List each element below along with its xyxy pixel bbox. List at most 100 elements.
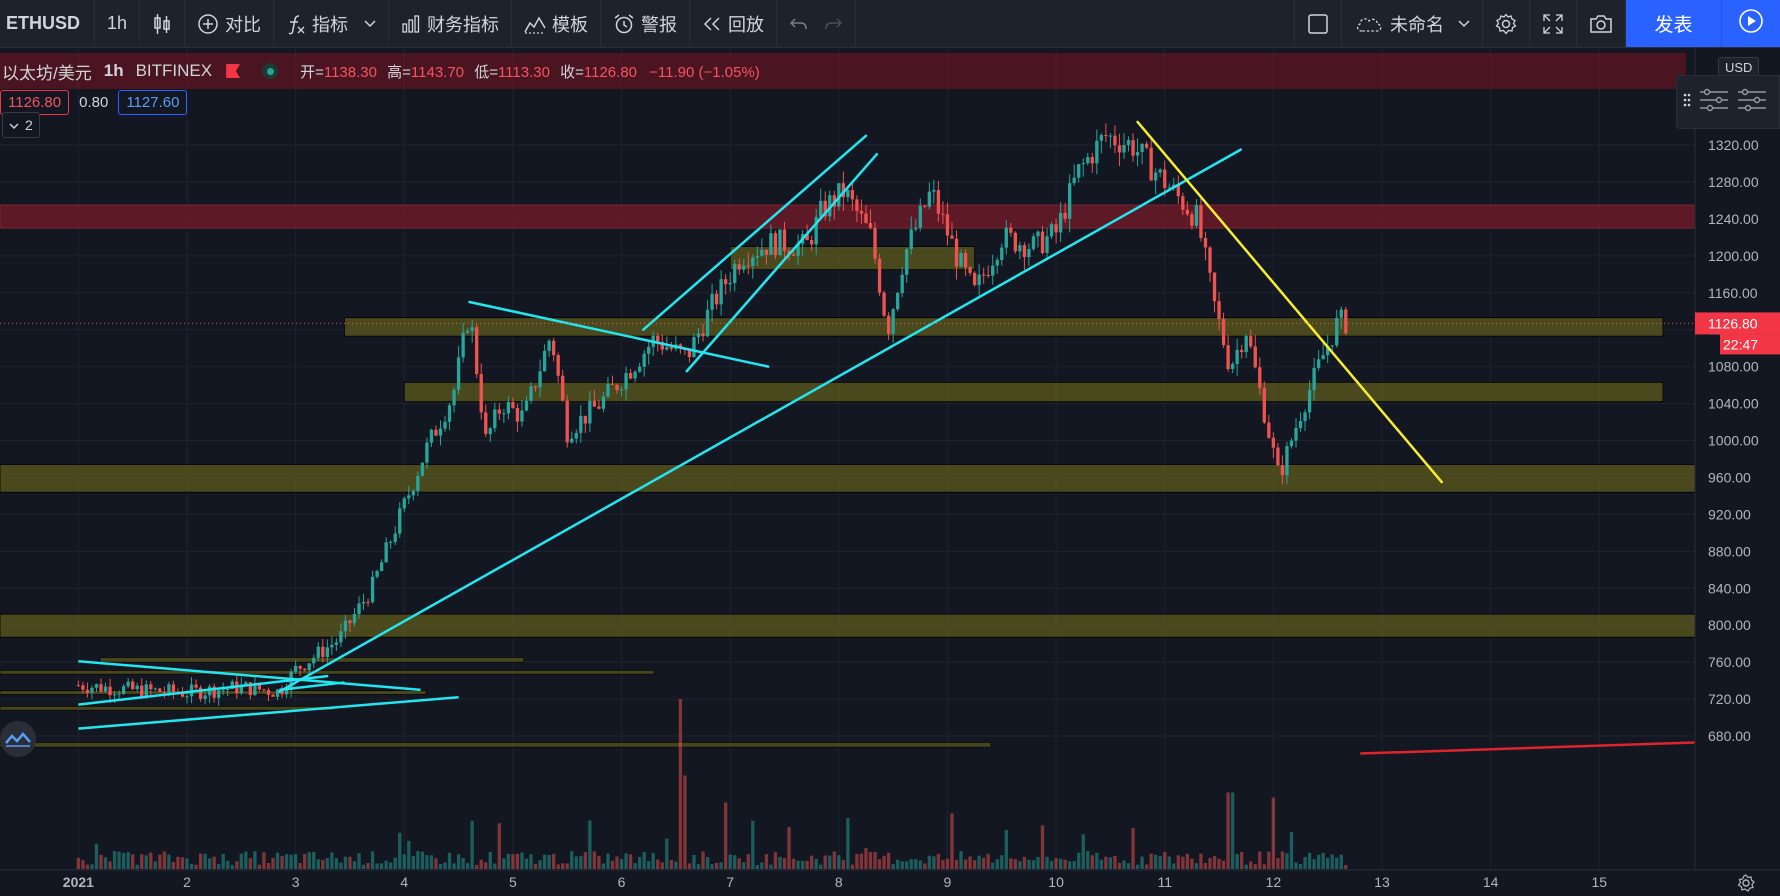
candle-body	[85, 689, 90, 693]
volume-bar	[1172, 863, 1176, 869]
candle-body	[1230, 364, 1235, 370]
alert-button[interactable]: 警报	[601, 0, 691, 47]
candle-body	[1303, 412, 1307, 422]
publish-button[interactable]: 发表	[1626, 0, 1721, 47]
volume-bar	[615, 856, 619, 869]
fullscreen-button[interactable]	[1530, 0, 1577, 47]
candle-body	[393, 533, 397, 542]
chevron-down-icon[interactable]	[364, 19, 376, 28]
volume-bar	[828, 855, 832, 869]
candle-body	[886, 315, 891, 334]
symbol-search-button[interactable]: ETHUSD	[0, 0, 96, 47]
volume-bar	[1185, 853, 1190, 869]
candle-body	[402, 498, 406, 509]
volume-bar	[1040, 825, 1045, 869]
volume-bar	[850, 864, 855, 869]
trendline-cyan[interactable]	[279, 681, 345, 692]
volume-bar	[687, 863, 692, 869]
financials-button[interactable]: 财务指标	[389, 0, 513, 47]
volume-bar	[977, 855, 981, 869]
trendline-cyan[interactable]	[685, 152, 879, 373]
currency-button[interactable]: USD	[1718, 57, 1760, 78]
candle-body	[1194, 205, 1199, 226]
volume-bar	[1144, 864, 1149, 869]
legend-symbol-name[interactable]: 以太坊/美元	[2, 63, 92, 83]
settings-button[interactable]	[1483, 0, 1530, 47]
compare-button[interactable]: 对比	[185, 0, 275, 47]
sliders-icon[interactable]	[1699, 87, 1729, 118]
price-chart[interactable]: 680.00720.00760.00800.00840.00880.00920.…	[0, 48, 1780, 896]
volume-bar	[303, 853, 307, 869]
flag-icon[interactable]	[226, 64, 241, 78]
trendline-cyan[interactable]	[468, 300, 770, 368]
trendline-cyan[interactable]	[78, 659, 421, 692]
volume-bar	[637, 856, 642, 869]
volume-bar	[1045, 856, 1049, 869]
collapse-indicators-button[interactable]: 2	[2, 112, 40, 138]
low-label: 低=	[474, 63, 498, 81]
zone-supply	[403, 381, 1664, 403]
volume-bar	[678, 699, 683, 869]
time-tick-label: 8	[835, 874, 843, 890]
volume-bar	[1280, 851, 1285, 869]
redo-icon[interactable]	[823, 16, 843, 32]
candle-body	[434, 429, 438, 436]
templates-button[interactable]: 模板	[512, 0, 602, 47]
gear-icon	[1495, 12, 1517, 35]
volume-bar	[131, 854, 135, 869]
trendline-red[interactable]	[1360, 741, 1696, 755]
candle-body	[167, 684, 171, 693]
volume-bar	[420, 851, 425, 869]
volume-bar	[1316, 854, 1321, 869]
candle-body	[121, 686, 126, 694]
price-tick-label: 800.00	[1708, 617, 1751, 633]
candle-body	[551, 340, 556, 356]
interval-button[interactable]: 1h	[95, 0, 141, 47]
volume-bar	[950, 813, 954, 869]
tradingview-logo-icon[interactable]	[0, 721, 36, 757]
indicators-button[interactable]: 指标	[274, 0, 390, 47]
volume-bar	[1240, 852, 1244, 869]
volume-bar	[470, 820, 474, 869]
candle-body	[1235, 349, 1239, 365]
gear-icon-core	[1742, 879, 1750, 887]
candle-body	[900, 274, 904, 293]
candle-body	[850, 190, 855, 200]
volume-bar	[1208, 858, 1212, 869]
volume-bar	[1190, 858, 1194, 869]
trendline-cyan[interactable]	[78, 695, 459, 730]
volume-bar	[293, 854, 298, 869]
price-tick-label: 1000.00	[1708, 433, 1759, 449]
drag-handle-icon[interactable]	[1683, 92, 1691, 113]
replay-button[interactable]: 回放	[690, 0, 778, 47]
candle-body	[624, 373, 628, 390]
trendline-cyan[interactable]	[642, 134, 868, 331]
candle-body	[547, 340, 551, 351]
volume-bar	[194, 864, 198, 869]
layout-name-button[interactable]: 未命名	[1342, 0, 1483, 47]
snapshot-button[interactable]	[1577, 0, 1626, 47]
spread-value: 0.80	[79, 94, 109, 111]
layout-toggle-button[interactable]	[1294, 0, 1342, 47]
volume-bar	[465, 863, 470, 869]
candle-body	[1181, 196, 1185, 210]
trendline-cyan[interactable]	[78, 674, 329, 706]
volume-bar	[112, 851, 117, 869]
volume-bar	[710, 864, 714, 869]
candle-body	[606, 383, 610, 397]
trendline-cyan[interactable]	[278, 148, 1243, 693]
undo-icon[interactable]	[789, 16, 809, 32]
sliders-icon[interactable]	[1737, 87, 1767, 118]
gear-icon[interactable]	[1737, 874, 1755, 892]
volume-bar	[1009, 858, 1013, 869]
chart-type-button[interactable]	[140, 0, 186, 47]
last-price-tag	[1695, 312, 1780, 335]
candle-body	[1221, 319, 1226, 346]
candle-body	[334, 642, 339, 645]
publish-menu-button[interactable]	[1721, 0, 1780, 47]
time-tick-label: 14	[1483, 874, 1499, 890]
ask-price[interactable]: 1127.60	[118, 90, 188, 115]
volume-bar	[158, 854, 162, 869]
trendline-yellow[interactable]	[1136, 120, 1443, 484]
volume-bar	[99, 854, 103, 869]
